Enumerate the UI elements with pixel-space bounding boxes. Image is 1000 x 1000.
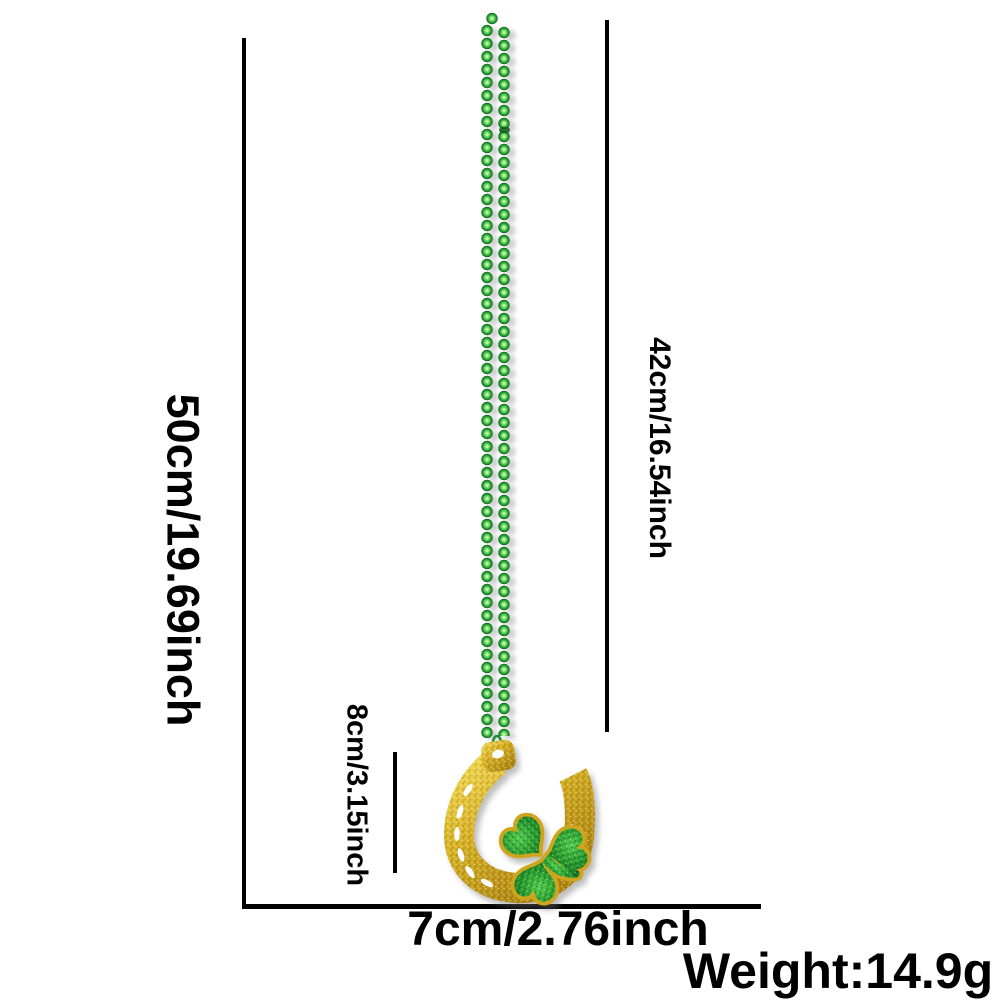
horseshoe-shamrock-pendant-icon [435,735,630,910]
bead-chain-right-strand [498,26,510,736]
pendant-width-label: 7cm/2.76inch [407,903,709,956]
pendant-width-dimension-line [242,904,761,909]
bead-chain-clasp [499,127,510,133]
chain-drop-dimension-line [605,20,609,732]
total-length-label: 50cm/19.69inch [157,393,209,727]
chain-drop-label: 42cm/16.54inch [643,337,676,559]
weight-label: Weight:14.9g [682,943,994,999]
pendant-height-label: 8cm/3.15inch [340,703,373,887]
bead-chain-left-strand [481,24,493,738]
pendant-height-dimension-line [393,752,397,873]
hanging-hole [492,749,504,759]
total-length-dimension-line [242,38,246,906]
bead-chain-apex [486,12,498,25]
